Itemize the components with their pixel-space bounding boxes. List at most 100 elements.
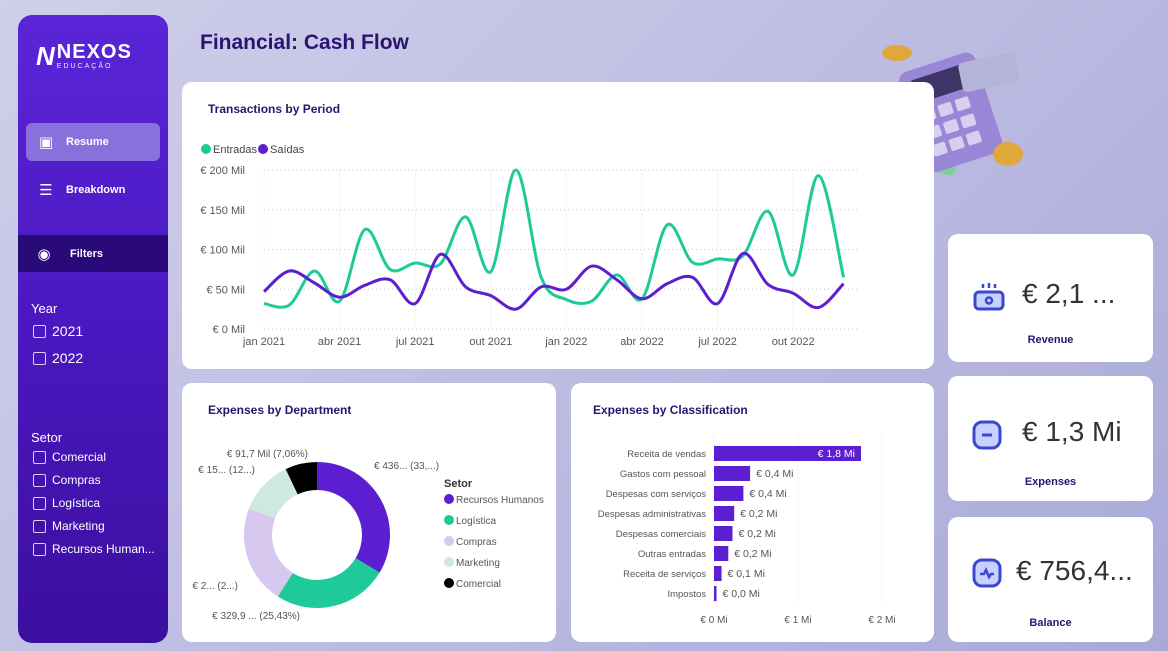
bar [714, 566, 722, 581]
line-chart: Entradas Saídas € 0 Mil € 50 Mil € 100 Mil… [200, 144, 857, 348]
donut-slice-2 [244, 508, 293, 597]
data-label: € 91,7 Mil (7,06%) [227, 449, 308, 460]
legend-marker [444, 578, 454, 588]
bar [714, 486, 744, 501]
x-tick-label: abr 2022 [620, 336, 663, 348]
x-tick-label: jan 2021 [242, 336, 285, 348]
donut-slice-0 [317, 462, 390, 573]
money-icon [973, 283, 1005, 311]
legend-item: Marketing [456, 558, 500, 569]
donut-chart: Setor Recursos Humanos Logística Compras Ma… [192, 449, 544, 622]
logo-brand: NEXOS [56, 40, 132, 63]
revenue-kpi-card: € 2,1 ... Revenue [948, 234, 1153, 362]
nav-breakdown[interactable]: ☰ Breakdown [26, 171, 160, 209]
year-2022-checkbox[interactable]: 2022 [33, 350, 83, 366]
setor-label: Setor [31, 430, 63, 445]
bar-category-label: Despesas comerciais [616, 529, 707, 540]
logo: N NEXOS EDUCAÇÃO [36, 41, 132, 72]
setor-marketing-checkbox[interactable]: Marketing [33, 519, 105, 533]
year-label: Year [31, 301, 58, 316]
kpi-value: € 1,3 Mi [1022, 416, 1122, 447]
donut-slice-4 [285, 462, 317, 495]
donut-slice-1 [277, 558, 380, 608]
bar [714, 586, 717, 601]
classification-chart-card: Expenses by Classification € 0 Mi € 1 Mi €… [571, 383, 934, 642]
data-label: € 2... (2...) [192, 581, 238, 592]
bar-data-label: € 0,1 Mi [728, 568, 765, 580]
option-label: Logística [52, 496, 101, 510]
y-tick-label: € 150 Mil [200, 205, 245, 217]
checkbox[interactable] [33, 324, 46, 338]
legend-entradas: Entradas [213, 144, 258, 156]
data-label: € 329,9 ... (25,43%) [212, 611, 300, 622]
donut-slice-3 [249, 469, 298, 519]
year-2021-checkbox[interactable]: 2021 [33, 323, 83, 339]
x-tick-label: out 2022 [772, 336, 815, 348]
checkbox[interactable] [33, 473, 46, 487]
checkbox[interactable] [33, 351, 46, 365]
menu-icon: ☰ [39, 182, 53, 199]
bar-data-label: € 1,8 Mi [818, 448, 855, 460]
option-label: Comercial [52, 450, 107, 464]
x-tick-label: jul 2021 [395, 336, 435, 348]
bar-chart: € 0 Mi € 1 Mi € 2 Mi Receita de vendas € 1,8… [598, 433, 896, 626]
series-line-saídas [262, 251, 845, 311]
option-label: 2021 [52, 323, 84, 339]
bar [714, 546, 729, 561]
kpi-value: € 2,1 ... [1022, 278, 1116, 309]
bar-data-label: € 0,2 Mi [740, 508, 777, 520]
x-tick-label: jan 2022 [544, 336, 587, 348]
bar-data-label: € 0,4 Mi [749, 488, 786, 500]
minus-icon [972, 420, 1002, 450]
series-line-entradas [263, 168, 846, 309]
logo-mark: N [36, 41, 55, 71]
bar-category-label: Receita de serviços [623, 569, 706, 580]
nav-resume[interactable]: ▣ Resume [26, 123, 160, 161]
x-tick-label: out 2021 [469, 336, 512, 348]
bar-category-label: Impostos [667, 589, 706, 600]
bar [714, 506, 735, 521]
x-tick-label: jul 2022 [697, 336, 737, 348]
checkbox[interactable] [33, 519, 46, 533]
legend-entradas-marker [201, 144, 211, 154]
checkbox[interactable] [33, 450, 46, 464]
nav-label: Breakdown [66, 184, 126, 196]
legend-item: Comercial [456, 579, 501, 590]
kpi-value: € 756,4... [1016, 555, 1133, 586]
legend-item: Recursos Humanos [456, 495, 544, 506]
checkbox[interactable] [33, 496, 46, 510]
page-title: Financial: Cash Flow [200, 31, 409, 54]
bar-data-label: € 0,4 Mi [756, 468, 793, 480]
setor-comercial-checkbox[interactable]: Comercial [33, 450, 106, 464]
bar-category-label: Outras entradas [638, 549, 706, 560]
data-label: € 15... (12...) [198, 465, 255, 476]
legend-marker [444, 536, 454, 546]
filters-header[interactable]: ◉ Filters [18, 235, 168, 272]
kpi-label: Balance [1029, 617, 1072, 629]
option-label: Recursos Human... [52, 542, 155, 556]
filters-label: Filters [70, 247, 104, 260]
bar-data-label: € 0,2 Mi [738, 528, 775, 540]
setor-rh-checkbox[interactable]: Recursos Human... [33, 542, 155, 556]
setor-logistica-checkbox[interactable]: Logística [33, 496, 100, 510]
x-tick-label: € 1 Mi [784, 615, 811, 626]
legend-item: Logística [456, 516, 496, 527]
x-tick-label: € 2 Mi [868, 615, 895, 626]
balance-kpi-card: € 756,4... Balance [948, 517, 1153, 642]
chart-title: Expenses by Department [208, 403, 352, 417]
x-tick-label: € 0 Mi [700, 615, 727, 626]
expenses-kpi-card: € 1,3 Mi Expenses [948, 376, 1153, 501]
y-tick-label: € 0 Mil [213, 324, 245, 336]
bar-category-label: Despesas com serviços [606, 489, 707, 500]
y-tick-label: € 200 Mil [200, 165, 245, 177]
bar-category-label: Gastos com pessoal [620, 469, 706, 480]
sidebar: N NEXOS EDUCAÇÃO ▣ Resume ☰ Breakdown ◉ Filt… [18, 15, 168, 643]
bar [714, 526, 733, 541]
setor-compras-checkbox[interactable]: Compras [33, 473, 101, 487]
checkbox[interactable] [33, 542, 46, 556]
option-label: Marketing [52, 519, 105, 533]
legend-marker [444, 494, 454, 504]
legend-title: Setor [444, 478, 473, 490]
nav-label: Resume [66, 136, 109, 148]
eye-icon: ◉ [37, 245, 51, 263]
